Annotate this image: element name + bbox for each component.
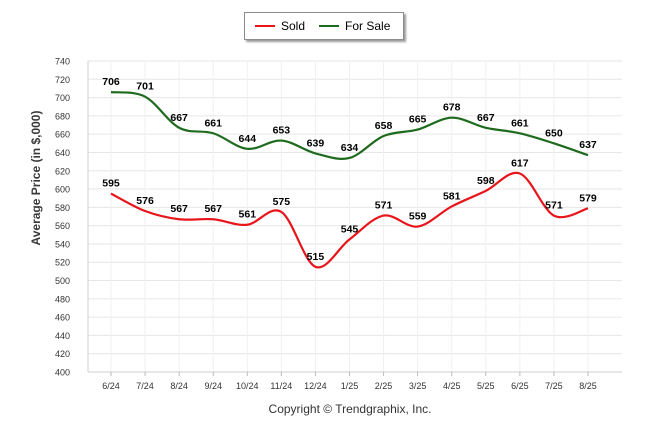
series-line-for-sale — [110, 91, 589, 160]
copyright-footer: Copyright © Trendgraphix, Inc. — [268, 402, 432, 416]
legend-label-for-sale: For Sale — [345, 19, 391, 33]
data-label-sold: 595 — [102, 178, 120, 190]
data-label-for-sale: 665 — [409, 114, 427, 126]
y-tick-label: 560 — [55, 221, 70, 231]
data-label-sold: 576 — [136, 195, 154, 207]
y-tick-label: 440 — [55, 331, 70, 341]
data-label-for-sale: 653 — [273, 125, 291, 137]
data-label-for-sale: 644 — [239, 133, 257, 145]
y-tick-label: 620 — [55, 166, 70, 176]
x-tick-label: 7/24 — [136, 381, 154, 391]
data-label-for-sale: 678 — [443, 102, 461, 114]
y-tick-label: 580 — [55, 203, 70, 213]
y-tick-label: 500 — [55, 276, 70, 286]
data-label-sold: 545 — [341, 223, 359, 235]
data-label-for-sale: 637 — [579, 139, 597, 151]
y-tick-label: 400 — [55, 368, 70, 378]
data-label-for-sale: 650 — [545, 127, 563, 139]
data-label-for-sale: 667 — [170, 112, 188, 124]
x-tick-label: 2/25 — [375, 381, 393, 391]
data-label-sold: 559 — [409, 211, 427, 223]
data-label-for-sale: 639 — [307, 137, 325, 149]
series-line-sold — [110, 171, 589, 269]
legend-swatch-sold — [255, 25, 275, 27]
x-tick-label: 8/24 — [170, 381, 188, 391]
y-tick-label: 740 — [55, 57, 70, 67]
x-tick-label: 5/25 — [477, 381, 495, 391]
data-label-for-sale: 667 — [477, 112, 495, 124]
data-label-sold: 571 — [375, 200, 393, 212]
x-tick-label: 3/25 — [409, 381, 427, 391]
data-label-sold: 581 — [443, 190, 461, 202]
data-label-sold: 617 — [511, 158, 529, 170]
x-tick-label: 9/24 — [204, 381, 222, 391]
x-tick-label: 7/25 — [545, 381, 563, 391]
data-label-sold: 571 — [545, 200, 563, 212]
data-label-sold: 579 — [579, 192, 597, 204]
x-tick-label: 10/24 — [236, 381, 259, 391]
data-label-sold: 575 — [273, 196, 291, 208]
x-tick-label: 6/24 — [102, 381, 120, 391]
data-label-sold: 561 — [239, 209, 257, 221]
data-label-for-sale: 661 — [511, 117, 529, 129]
x-tick-label: 8/25 — [579, 381, 597, 391]
x-tick-label: 6/25 — [511, 381, 529, 391]
x-tick-label: 4/25 — [443, 381, 461, 391]
y-tick-label: 600 — [55, 185, 70, 195]
x-tick-label: 12/24 — [304, 381, 327, 391]
legend-label-sold: Sold — [281, 19, 306, 33]
y-tick-label: 540 — [55, 239, 70, 249]
y-tick-label: 640 — [55, 148, 70, 158]
data-label-sold: 515 — [307, 251, 325, 263]
x-tick-label: 1/25 — [341, 381, 359, 391]
legend: Sold For Sale — [244, 12, 404, 40]
legend-item-sold: Sold — [255, 19, 305, 33]
y-tick-label: 680 — [55, 111, 70, 121]
data-label-for-sale: 661 — [204, 117, 222, 129]
data-label-sold: 567 — [170, 203, 188, 215]
y-tick-label: 520 — [55, 258, 70, 268]
y-tick-label: 720 — [55, 75, 70, 85]
data-label-sold: 567 — [204, 203, 222, 215]
y-tick-label: 460 — [55, 313, 70, 323]
y-tick-label: 420 — [55, 349, 70, 359]
y-tick-label: 700 — [55, 93, 70, 103]
data-label-sold: 598 — [477, 175, 495, 187]
data-label-for-sale: 701 — [136, 81, 154, 93]
legend-swatch-for-sale — [319, 25, 340, 27]
data-label-for-sale: 658 — [375, 120, 393, 132]
data-label-for-sale: 706 — [102, 76, 120, 88]
y-tick-label: 660 — [55, 130, 70, 140]
x-tick-label: 11/24 — [270, 381, 292, 391]
data-label-for-sale: 634 — [341, 142, 359, 154]
y-axis-label: Average Price (in $,000) — [29, 110, 43, 246]
y-tick-label: 480 — [55, 294, 70, 304]
legend-item-for-sale: For Sale — [319, 19, 390, 33]
